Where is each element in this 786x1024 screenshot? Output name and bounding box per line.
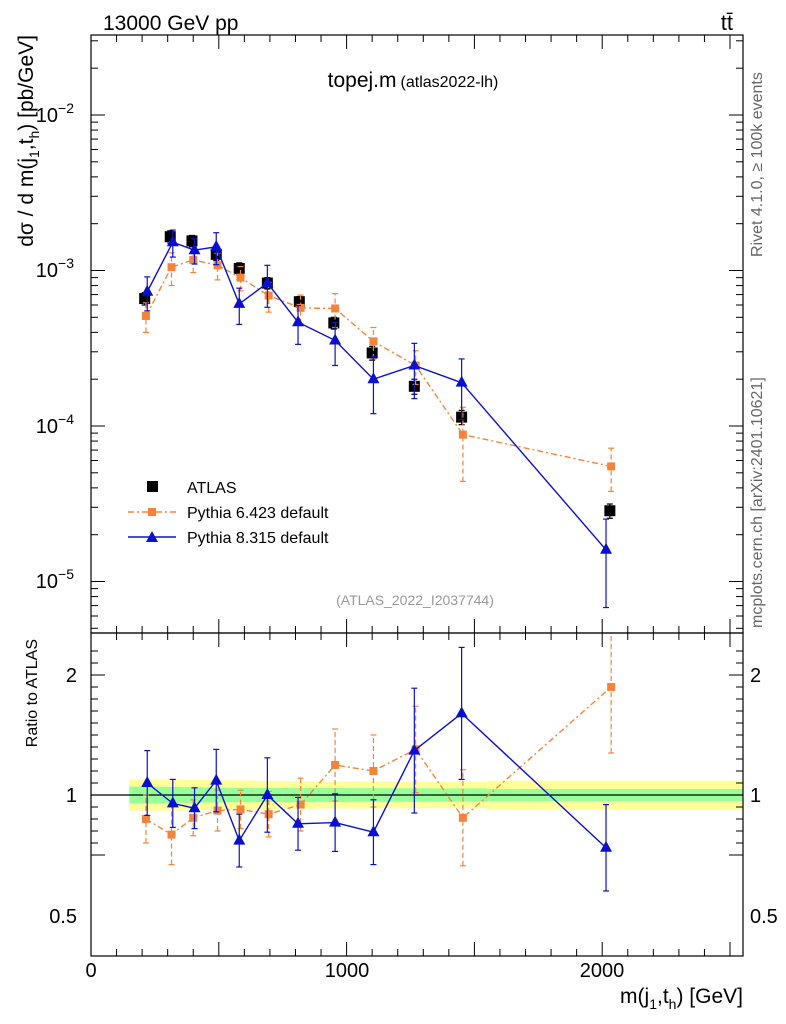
y-tick-label-1e-2: 10−2	[36, 100, 74, 127]
source-label: mcplots.cern.ch [arXiv:2401.10621]	[749, 377, 766, 628]
ratio-point-2-4	[233, 833, 246, 845]
point-0-8	[366, 347, 378, 359]
ratio-point-1-8	[369, 767, 378, 775]
point-1-11	[607, 462, 616, 471]
point-2-0	[141, 284, 154, 296]
point-2-4	[233, 296, 246, 308]
point-1-4	[236, 273, 245, 282]
rivet-label: Rivet 4.1.0, ≥ 100k events	[749, 72, 766, 257]
header-left: 13000 GeV pp	[103, 12, 238, 35]
x-tick-label-1000: 1000	[325, 960, 370, 982]
main-plot-area	[139, 229, 616, 609]
ratio-point-1-1	[167, 830, 176, 839]
ratio-tick-label-left-2: 2	[66, 665, 77, 687]
x-tick-label-2000: 2000	[580, 960, 625, 982]
ratio-tick-label-left-1: 1	[66, 785, 77, 807]
ratio-tick-label-right-1: 1	[750, 785, 761, 807]
legend: ATLAS Pythia 6.423 default Pythia 8.315 …	[128, 480, 329, 547]
point-0-0	[139, 293, 151, 305]
legend-label-pythia8: Pythia 8.315 default	[187, 530, 329, 547]
y-tick-label-1e-4: 10−4	[36, 411, 74, 438]
point-2-11	[600, 542, 613, 554]
point-2-3	[210, 239, 223, 251]
ratio-point-2-10	[455, 706, 468, 718]
point-2-8	[367, 372, 380, 384]
legend-label-atlas: ATLAS	[187, 480, 237, 497]
y-axis-label: dσ / d m(j1,th) [pb/GeV]	[15, 35, 42, 247]
ratio-point-1-2	[189, 813, 198, 822]
ratio-point-1-5	[264, 810, 273, 819]
legend-label-pythia6: Pythia 6.423 default	[187, 505, 329, 522]
ratio-point-1-11	[607, 683, 616, 691]
y-tick-labels: 10−2 10−3 10−4 10−5	[36, 100, 74, 593]
ratio-point-2-1	[166, 796, 179, 808]
ratio-point-2-7	[329, 815, 342, 827]
chart-title: topej.m	[328, 69, 397, 92]
point-0-2	[186, 235, 198, 247]
point-1-10	[458, 430, 467, 439]
ratio-tick-label-left-05: 0.5	[49, 906, 77, 928]
chart-subtitle: (atlas2022-lh)	[401, 74, 499, 91]
point-2-6	[292, 315, 305, 327]
legend-marker-pythia6	[148, 508, 156, 516]
ratio-tick-label-right-2: 2	[750, 665, 761, 687]
axis-ticks	[90, 35, 743, 956]
ratio-point-1-6	[296, 800, 305, 809]
y-tick-label-1e-5: 10−5	[36, 566, 74, 593]
point-2-7	[329, 333, 342, 345]
point-2-9	[408, 358, 421, 370]
x-tick-label-0: 0	[85, 960, 96, 982]
ratio-point-2-2	[188, 801, 201, 813]
point-1-6	[296, 303, 305, 312]
point-2-10	[455, 375, 468, 387]
chart-title-group: topej.m (atlas2022-lh)	[328, 69, 499, 92]
ratio-point-2-9	[408, 743, 421, 755]
point-1-1	[167, 263, 176, 272]
point-1-8	[369, 337, 378, 346]
ratio-point-1-7	[331, 761, 340, 769]
point-0-4	[233, 263, 245, 275]
legend-marker-atlas	[147, 481, 158, 492]
point-0-11	[604, 505, 616, 517]
legend-marker-pythia8	[146, 531, 158, 542]
point-1-2	[189, 255, 198, 264]
ratio-point-2-3	[210, 773, 223, 785]
point-1-7	[331, 304, 340, 313]
ratio-tick-label-right-05: 0.5	[750, 906, 778, 928]
ratio-point-1-4	[236, 805, 245, 814]
series-line-2	[146, 241, 607, 551]
point-1-0	[141, 311, 150, 320]
ratio-axis-label: Ratio to ATLAS	[24, 639, 41, 747]
point-2-5	[261, 276, 274, 288]
ratio-point-2-8	[367, 825, 380, 837]
point-0-7	[328, 317, 340, 329]
point-0-6	[293, 296, 305, 308]
ratio-point-2-0	[141, 776, 154, 787]
ratio-point-2-5	[261, 788, 274, 799]
analysis-tag: (ATLAS_2022_I2037744)	[336, 592, 494, 608]
ratio-point-1-0	[141, 815, 150, 823]
ratio-point-2-11	[600, 840, 613, 852]
point-0-1	[164, 231, 176, 243]
point-1-5	[264, 291, 273, 300]
series-line-1	[145, 259, 612, 468]
point-1-3	[213, 261, 222, 270]
ratio-point-1-3	[213, 806, 222, 815]
y-tick-label-1e-3: 10−3	[36, 255, 74, 282]
header-right: tt̄	[721, 10, 733, 35]
ratio-point-2-6	[292, 816, 305, 828]
ratio-point-1-10	[458, 813, 467, 822]
point-2-2	[188, 243, 201, 255]
point-2-1	[166, 235, 179, 247]
ratio-series-line-2	[146, 712, 607, 849]
ratio-plot-area	[91, 633, 743, 892]
x-axis-label: m(j1,th) [GeV]	[620, 985, 743, 1012]
